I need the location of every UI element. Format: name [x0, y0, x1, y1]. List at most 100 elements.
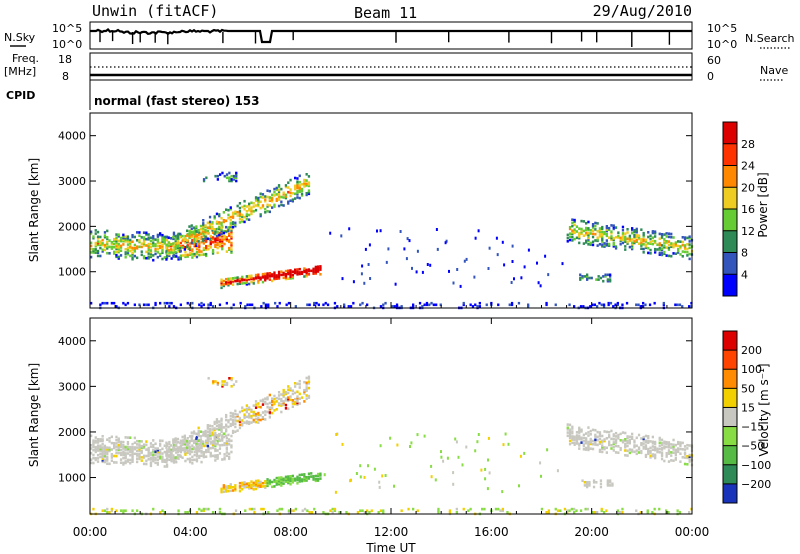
power-heatmap [90, 171, 694, 310]
echo-cell [585, 432, 588, 435]
echo-cell [170, 301, 173, 305]
echo-cell [601, 232, 604, 235]
echo-cell [608, 430, 611, 434]
echo-cell [626, 454, 629, 457]
echo-cell [177, 258, 180, 261]
echo-cell [243, 484, 246, 487]
echo-cell [213, 228, 216, 231]
echo-cell [222, 219, 225, 222]
echo-cell [300, 479, 304, 483]
echo-cell [235, 173, 238, 176]
echo-cell [209, 442, 212, 445]
echo-cell [165, 458, 169, 462]
echo-cell [683, 236, 687, 239]
echo-cell [271, 193, 274, 197]
echo-cell [186, 301, 189, 305]
echo-cell [113, 237, 116, 241]
echo-cell [184, 511, 187, 514]
echo-cell [621, 236, 625, 240]
echo-cell [587, 235, 590, 238]
echo-cell [179, 449, 182, 453]
colorbar-tick-label: 8 [741, 247, 748, 260]
echo-cell [142, 255, 146, 258]
echo-cell [296, 271, 299, 274]
echo-cell [273, 271, 276, 274]
echo-cell [591, 243, 595, 247]
echo-cell [631, 448, 634, 452]
echo-cell [462, 507, 465, 511]
echo-cell [250, 280, 253, 284]
echo-cell [129, 458, 132, 462]
echo-cell [241, 419, 244, 422]
echo-cell [208, 226, 212, 230]
echo-cell [259, 278, 262, 281]
echo-cell [149, 252, 153, 255]
echo-cell [640, 449, 643, 453]
echo-cell [608, 442, 611, 445]
echo-cell [165, 254, 169, 258]
echo-cell [624, 444, 627, 447]
echo-cell [599, 482, 603, 486]
echo-cell [152, 258, 155, 262]
echo-cell [177, 256, 180, 259]
echo-cell [161, 237, 164, 240]
echo-cell [307, 175, 311, 178]
echo-cell [583, 275, 586, 278]
echo-cell [229, 225, 232, 228]
echo-cell [202, 228, 205, 232]
echo-cell [291, 402, 294, 405]
echo-cell [172, 457, 175, 461]
echo-cell [177, 248, 180, 251]
echo-cell [647, 251, 650, 255]
echo-cell [115, 246, 118, 249]
echo-cell [587, 426, 590, 429]
echo-cell [307, 472, 311, 476]
echo-cell [296, 180, 299, 183]
echo-cell [280, 477, 283, 481]
echo-cell [183, 248, 186, 251]
echo-cell [275, 274, 278, 277]
echo-cell [259, 418, 262, 422]
echo-cell [674, 448, 677, 452]
echo-cell [106, 236, 109, 239]
echo-cell [277, 270, 281, 274]
echo-cell [617, 445, 620, 448]
echo-cell [277, 479, 281, 483]
echo-cell [649, 451, 652, 454]
echo-cell [289, 395, 292, 398]
echo-cell [642, 233, 645, 237]
echo-cell [604, 275, 607, 278]
echo-cell [200, 449, 203, 453]
echo-cell [209, 234, 212, 238]
echo-cell [660, 253, 664, 257]
echo-cell [578, 232, 581, 235]
echo-cell [208, 220, 212, 224]
echo-cell [241, 278, 244, 282]
echo-cell [110, 507, 113, 511]
echo-cell [586, 485, 589, 489]
echo-cell [179, 254, 182, 258]
echo-cell [211, 440, 215, 443]
echo-cell [596, 230, 599, 233]
echo-cell [298, 174, 301, 178]
echo-cell [103, 245, 107, 248]
echo-cell [211, 431, 214, 434]
echo-cell [156, 450, 159, 454]
colorbar-tick-label: −200 [741, 478, 771, 491]
echo-cell [101, 452, 104, 456]
echo-cell [289, 273, 292, 277]
echo-cell [220, 419, 223, 422]
echo-cell [287, 391, 290, 395]
echo-cell [268, 408, 271, 411]
echo-cell [136, 452, 139, 456]
echo-cell [592, 481, 596, 484]
echo-cell [635, 449, 638, 452]
echo-cell [644, 439, 648, 442]
echo-cell [159, 511, 162, 514]
echo-cell [218, 437, 221, 441]
echo-cell [238, 217, 242, 221]
echo-cell [264, 480, 267, 483]
echo-cell [225, 239, 228, 242]
echo-cell [649, 237, 652, 241]
echo-cell [227, 486, 230, 490]
